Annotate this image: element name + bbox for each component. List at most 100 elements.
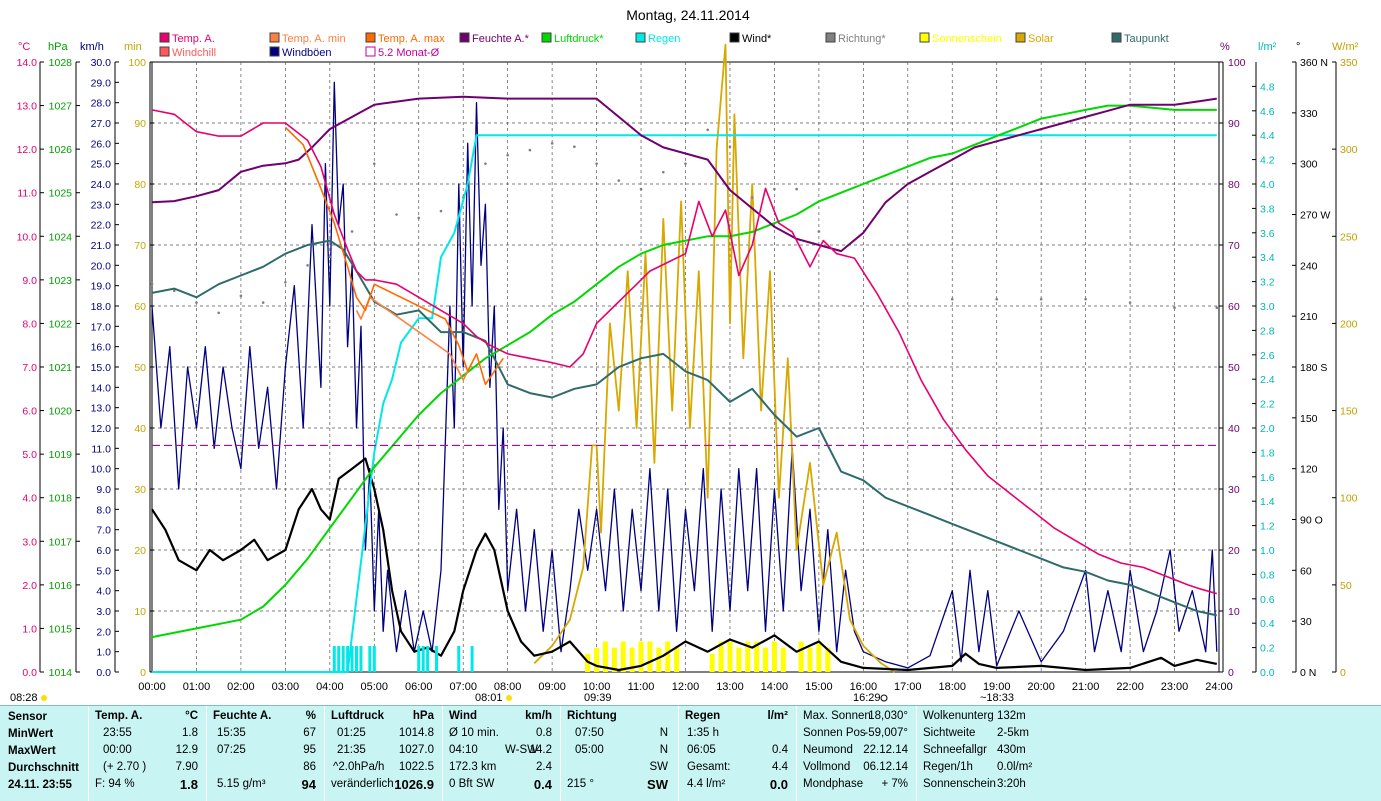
rain-bar-13 — [457, 646, 461, 672]
tick-humidity_pct-7: 30 — [1228, 484, 1240, 496]
stats-wind-avg10-label: Ø 10 min. — [449, 727, 499, 739]
plot-series — [150, 43, 1219, 673]
x-tick-23: 23:00 — [1161, 681, 1189, 693]
point-richtung-22 — [639, 187, 643, 191]
axis-unit-labels: °C hPa km/h min% l/m² ° W/m² — [18, 41, 1359, 53]
sun-marks: 08:28 08:01 09:39 16:29 ~18:33 — [10, 692, 1014, 704]
tick-wind_kmh-18: 12.0 — [91, 423, 112, 435]
x-tick-2: 02:00 — [227, 681, 255, 693]
moon-time: ~18:33 — [980, 692, 1014, 704]
x-tick-8: 08:00 — [494, 681, 522, 693]
tick-sunshine_min-5: 50 — [134, 362, 146, 374]
legend-swatch-12 — [269, 46, 280, 57]
stats-press-max-time: 21:35 — [337, 744, 366, 756]
legend-label-7: Richtung* — [838, 33, 886, 45]
bar-sonnenschein-9 — [665, 641, 671, 672]
stats-panel: Sensor MinWert MaxWert Durchschnitt 24.1… — [0, 705, 1381, 801]
legend-swatch-10 — [1111, 32, 1122, 43]
tick-wind_kmh-5: 25.0 — [91, 159, 112, 171]
chart-title: Montag, 24.11.2014 — [626, 7, 750, 23]
stats-astro-label-0: Max. Sonnen — [803, 710, 871, 722]
axes: 14.0 13.0 12.0 11.0 10.0 9.0 8.0 7.0 6.0 5.0 4.0 3.… — [17, 57, 1358, 679]
stats-hum-avg-value: 86 — [303, 761, 316, 773]
point-richtung-29 — [795, 187, 798, 191]
tick-solar_wm2-1: 300 — [1340, 144, 1358, 156]
legend-label-11: Windchill — [172, 47, 216, 59]
bar-sonnenschein-12 — [718, 641, 724, 672]
unit-lm2: l/m² — [1258, 41, 1277, 53]
tick-pressure_hpa-5: 1023 — [49, 275, 73, 287]
tick-humidity_pct-2: 80 — [1228, 179, 1240, 191]
tick-pressure_hpa-11: 1017 — [49, 536, 73, 548]
point-richtung-1 — [172, 289, 176, 293]
stats-press-trend: ^2.0hPa/h — [333, 761, 385, 773]
tick-rain_lm2-22: 0.4 — [1260, 618, 1275, 630]
tick-wind_kmh-2: 28.0 — [91, 98, 112, 110]
legend-label-4: Luftdruck* — [554, 33, 604, 45]
bar-sonnenschein-23 — [825, 647, 831, 672]
point-richtung-8 — [328, 255, 332, 259]
tick-wind_kmh-19: 11.0 — [91, 443, 111, 455]
legend-swatch-1 — [269, 32, 280, 43]
stats-misc-value-4: 3:20h — [997, 778, 1026, 790]
tick-rain_lm2-16: 1.6 — [1260, 472, 1275, 484]
point-richtung-36 — [1173, 306, 1176, 309]
rain-bar-14 — [470, 646, 474, 672]
bar-sonnenschein-18 — [771, 641, 777, 672]
tick-humidity_pct-9: 10 — [1228, 606, 1240, 618]
stats-wind-avg-value: 2.4 — [536, 761, 552, 773]
x-tick-24: 24:00 — [1205, 681, 1233, 693]
unit-min: min — [124, 41, 142, 53]
stats-temp-unit: °C — [185, 710, 198, 722]
series-temp-a — [151, 109, 1218, 595]
stats-temp-column: Temp. A. °C 23:55 1.8 00:00 12.9 (+ 2.70… — [88, 706, 206, 801]
legend-swatch-11 — [159, 46, 170, 57]
tick-rain_lm2-13: 2.2 — [1260, 399, 1275, 411]
point-richtung-5 — [261, 301, 265, 304]
legend-label-10: Taupunkt — [1124, 33, 1169, 45]
point-richtung-16 — [506, 153, 509, 157]
legend-swatch-2 — [365, 32, 376, 43]
tick-pressure_hpa-8: 1020 — [49, 406, 73, 418]
legend-swatch-6 — [729, 32, 740, 43]
stats-astro-value-0: 18,030° — [868, 710, 908, 722]
point-richtung-23 — [661, 170, 665, 174]
series-richtung — [150, 128, 1219, 315]
x-tick-6: 06:00 — [405, 681, 433, 693]
stats-wind-column: Wind km/h Ø 10 min. 0.8 04:10 W-SW 14.2 … — [442, 706, 560, 801]
tick-rain_lm2-14: 2.0 — [1260, 423, 1275, 435]
legend-label-12: Windböen — [282, 47, 332, 59]
tick-solar_wm2-3: 200 — [1340, 318, 1358, 330]
series-wind — [151, 457, 1218, 672]
point-richtung-3 — [217, 311, 220, 315]
tick-humidity_pct-3: 70 — [1228, 240, 1240, 252]
x-tick-19: 19:00 — [983, 681, 1011, 693]
tick-sunshine_min-9: 10 — [134, 606, 146, 618]
legend: Temp. A. Temp. A. min Temp. A. max Feuchte … — [159, 32, 1169, 59]
stats-hum-unit: % — [305, 710, 316, 722]
stats-dir-max-value: N — [659, 744, 668, 756]
sunrise-time: 08:01 — [475, 692, 503, 704]
rain-bar-9 — [417, 646, 421, 672]
tick-pressure_hpa-2: 1026 — [49, 144, 73, 156]
stats-press-avg-value: 1022.5 — [398, 761, 434, 773]
tick-solar_wm2-5: 100 — [1340, 493, 1358, 505]
stats-misc-label-1: Sichtweite — [923, 727, 976, 739]
tick-wind_kmh-4: 26.0 — [91, 138, 112, 150]
tick-temp_c-3: 11.0 — [17, 188, 37, 200]
tick-wind_kmh-23: 7.0 — [96, 525, 111, 537]
tick-solar_wm2-0: 350 — [1340, 57, 1358, 69]
stats-astro-value-1: -59,007° — [864, 727, 908, 739]
legend-swatch-13 — [365, 46, 376, 57]
rain-bar-2 — [341, 646, 345, 672]
tick-direction_deg-10: 60 — [1300, 565, 1312, 577]
stats-rain-max-time: 06:05 — [687, 744, 716, 756]
bar-sonnenschein-20 — [798, 641, 804, 672]
series-solar — [533, 43, 895, 673]
stats-temp-avg-value: 7.90 — [175, 761, 198, 773]
tick-wind_kmh-28: 2.0 — [96, 626, 111, 638]
stats-rain-total-label: Gesamt: — [687, 761, 731, 773]
tick-wind_kmh-3: 27.0 — [91, 118, 112, 130]
tick-sunshine_min-0: 100 — [128, 57, 146, 69]
bar-sonnenschein-11 — [709, 653, 715, 672]
